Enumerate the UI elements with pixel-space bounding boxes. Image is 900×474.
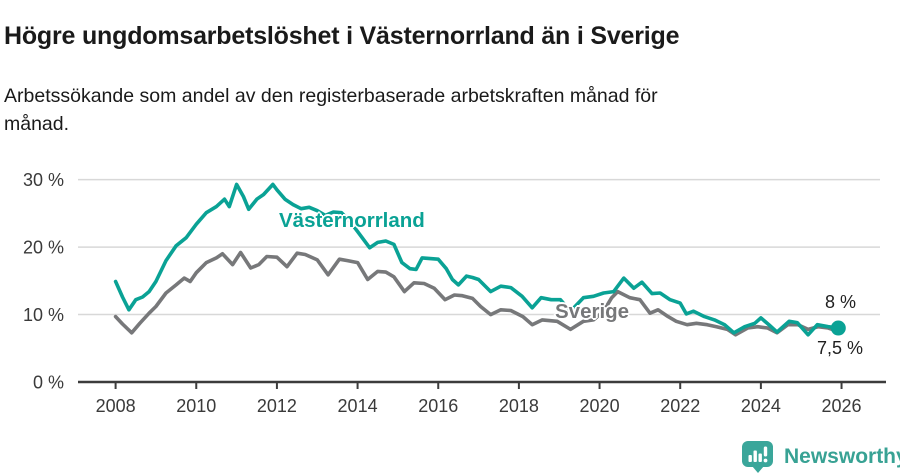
svg-text:30 %: 30 % [23, 170, 64, 190]
svg-text:0 %: 0 % [33, 373, 64, 393]
newsworthy-branding: Newsworthy [741, 440, 900, 473]
svg-text:10 %: 10 % [23, 305, 64, 325]
chart-subtitle: Arbetssökande som andel av den registerb… [4, 84, 658, 135]
chart-title: Högre ungdomsarbetslöshet i Västernorrla… [4, 21, 680, 50]
series-label-sverige: Sverige [555, 300, 630, 323]
series-label-vasternorrland: Västernorrland [279, 209, 425, 232]
svg-text:2026: 2026 [822, 396, 862, 416]
svg-text:2010: 2010 [176, 396, 216, 416]
svg-text:2016: 2016 [418, 396, 458, 416]
svg-text:2022: 2022 [660, 396, 700, 416]
svg-text:2018: 2018 [499, 396, 539, 416]
newsworthy-logo-icon [742, 441, 773, 473]
svg-text:20 %: 20 % [23, 238, 64, 258]
newsworthy-wordmark: Newsworthy [784, 444, 900, 468]
svg-text:2012: 2012 [257, 396, 297, 416]
svg-text:2008: 2008 [96, 396, 136, 416]
svg-text:2014: 2014 [338, 396, 378, 416]
end-value-label-vasternorrland: 8 % [825, 292, 857, 312]
svg-text:2024: 2024 [741, 396, 781, 416]
svg-text:2020: 2020 [580, 396, 620, 416]
end-value-label-sverige: 7,5 % [817, 338, 864, 358]
